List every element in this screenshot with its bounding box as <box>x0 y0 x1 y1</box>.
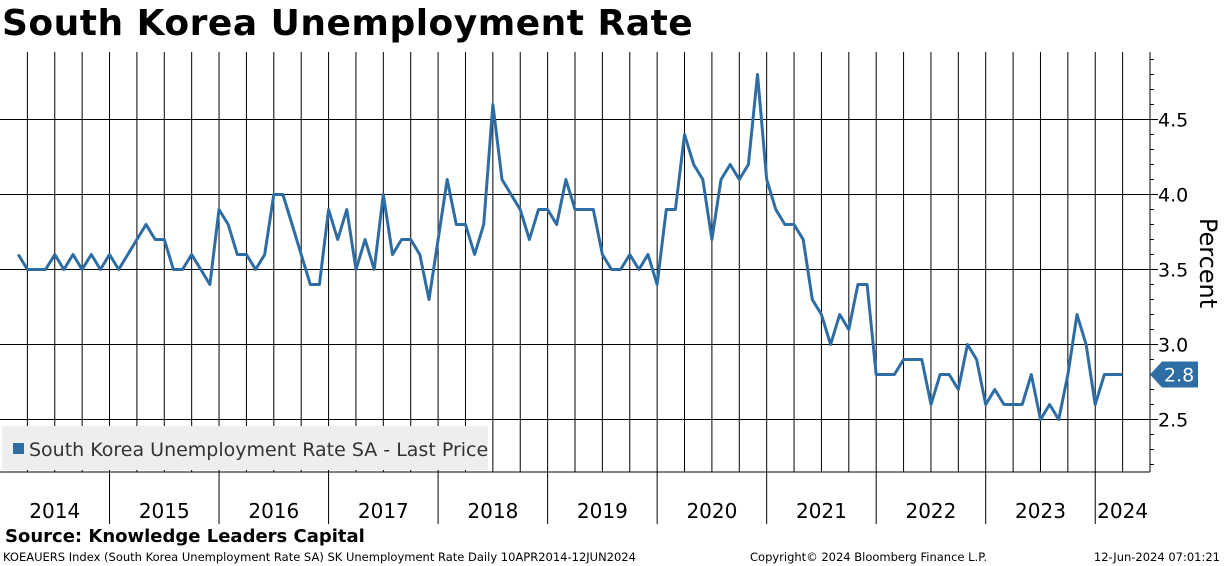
x-tick-label: 2020 <box>686 499 737 523</box>
footer-timestamp: 12-Jun-2024 07:01:21 <box>1093 550 1220 564</box>
source-note: Source: Knowledge Leaders Capital <box>5 526 365 547</box>
legend-label: South Korea Unemployment Rate SA - Last … <box>29 439 488 461</box>
x-tick-labels: 2014 2015 2016 2017 2018 2019 2020 2021 2022 2023… <box>29 499 1148 523</box>
y-tick-label: 3.0 <box>1158 335 1188 357</box>
footer-index-info: KOEAUERS Index (South Korea Unemployment… <box>3 550 636 564</box>
y-axis-label: Percent <box>1194 218 1222 308</box>
y-tick-label: 4.5 <box>1158 110 1188 132</box>
legend-swatch <box>13 443 24 454</box>
x-tick-label: 2018 <box>467 499 518 523</box>
last-value-flag <box>1150 361 1198 388</box>
x-tick-label: 2023 <box>1015 499 1066 523</box>
last-value-marker: 2.8 <box>1150 361 1198 388</box>
y-tick-label: 3.5 <box>1158 260 1188 282</box>
axes <box>0 52 1158 524</box>
y-tick-label: 2.5 <box>1158 410 1188 432</box>
footer-copyright: Copyright© 2024 Bloomberg Finance L.P. <box>750 550 987 564</box>
legend-box <box>2 426 488 470</box>
x-tick-label: 2019 <box>577 499 628 523</box>
x-tick-label: 2017 <box>358 499 409 523</box>
x-tick-label: 2022 <box>905 499 956 523</box>
series-line <box>17 73 1123 421</box>
x-tick-label: 2014 <box>29 499 80 523</box>
x-tick-label: 2015 <box>139 499 190 523</box>
y-tick-label: 4.0 <box>1158 185 1188 207</box>
x-tick-label: 2021 <box>796 499 847 523</box>
page-title: South Korea Unemployment Rate <box>2 3 694 44</box>
x-tick-label: 2016 <box>248 499 299 523</box>
x-tick-label: 2024 <box>1097 499 1148 523</box>
last-value-label: 2.8 <box>1164 365 1194 387</box>
series-group <box>17 73 1123 421</box>
y-tick-labels: 2.5 3.0 3.5 4.0 4.5 <box>1158 110 1188 432</box>
